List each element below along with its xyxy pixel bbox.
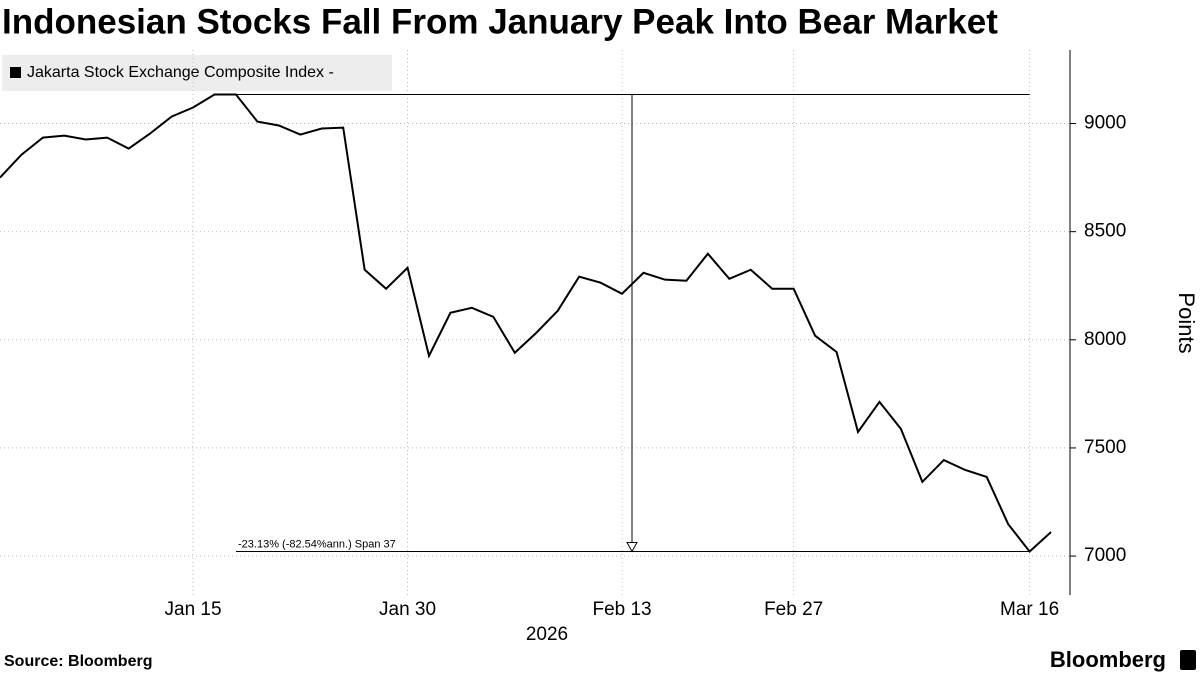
y-tick-label: 8500 bbox=[1084, 221, 1126, 242]
source: Source: Bloomberg bbox=[4, 653, 152, 670]
annotation: -23.13% (-82.54%ann.) Span 37 bbox=[238, 538, 396, 550]
line-series bbox=[0, 93, 1052, 553]
logo-icon bbox=[1180, 650, 1196, 670]
x-tick-label: Mar 16 bbox=[1000, 599, 1059, 620]
legend-swatch bbox=[10, 67, 21, 78]
arrow-head bbox=[626, 542, 638, 553]
x-tick-label: Jan 30 bbox=[379, 599, 436, 620]
x-tick-label: Jan 15 bbox=[165, 599, 222, 620]
y-axis-label: Points bbox=[1174, 292, 1199, 353]
chart-title: Indonesian Stocks Fall From January Peak… bbox=[2, 2, 998, 41]
legend-box bbox=[2, 55, 392, 91]
y-tick-label: 7000 bbox=[1084, 545, 1126, 566]
legend-label: Jakarta Stock Exchange Composite Index - bbox=[27, 64, 334, 81]
x-tick-label: Feb 27 bbox=[764, 599, 823, 620]
y-tick-label: 8000 bbox=[1084, 329, 1126, 350]
x-axis-label: 2026 bbox=[526, 624, 568, 645]
logo: Bloomberg bbox=[1050, 647, 1166, 672]
x-tick-label: Feb 13 bbox=[592, 599, 651, 620]
y-tick-label: 7500 bbox=[1084, 437, 1126, 458]
y-tick-label: 9000 bbox=[1084, 113, 1126, 134]
